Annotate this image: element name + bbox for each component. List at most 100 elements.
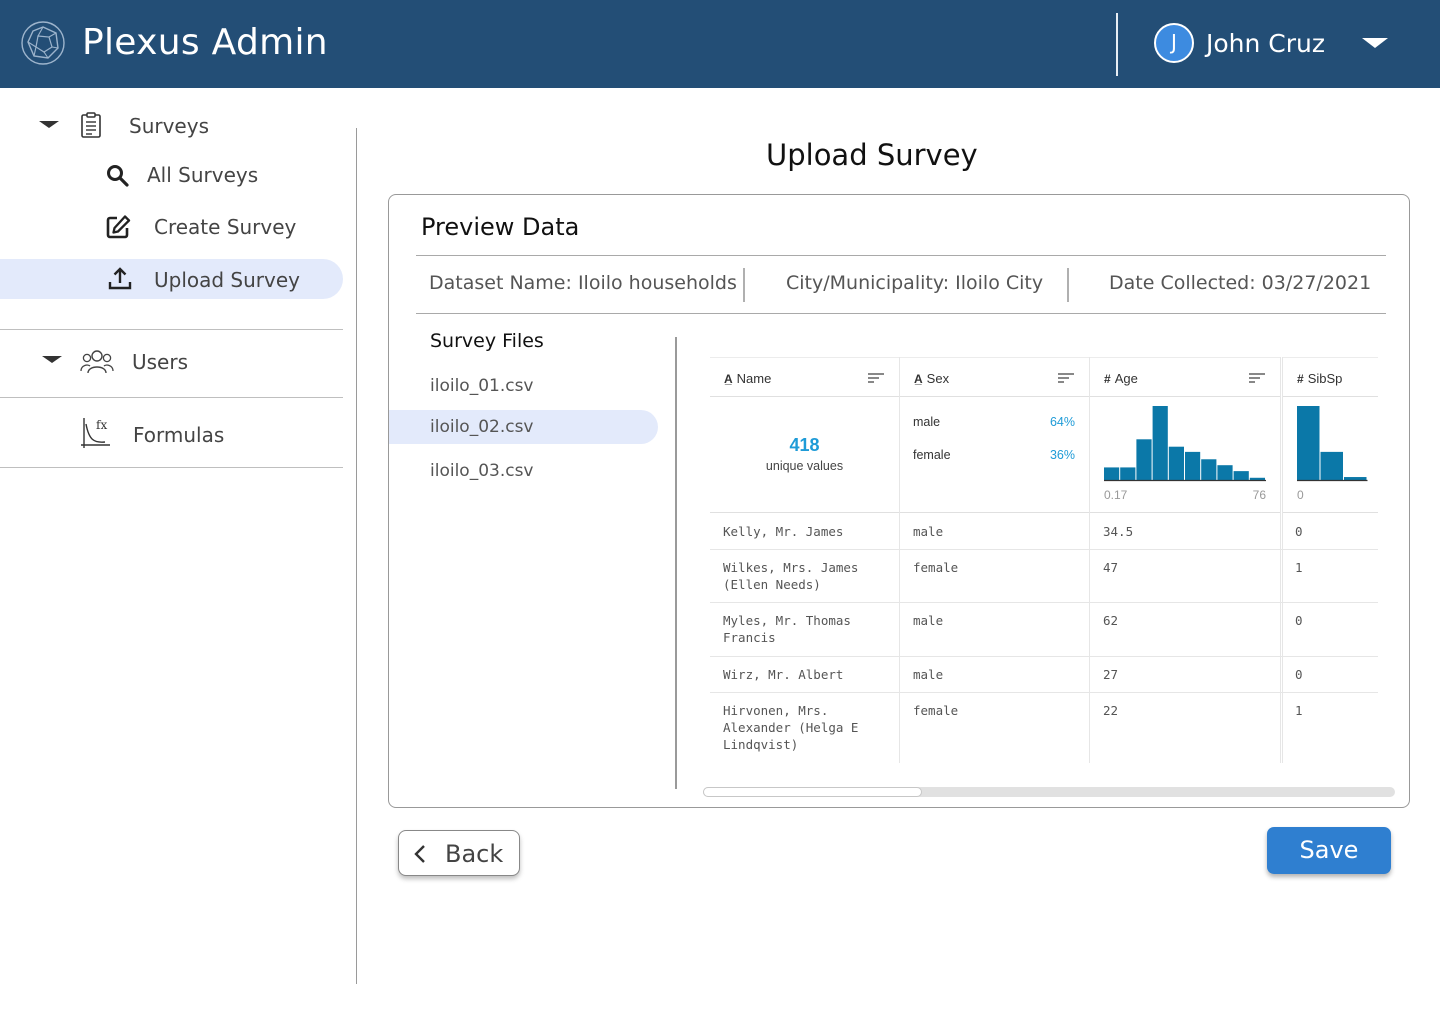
table-cell-age: 62 <box>1103 613 1119 628</box>
table-cell-age: 27 <box>1103 667 1119 682</box>
city-municipality: City/Municipality: Iloilo City <box>786 272 1044 294</box>
sort-icon[interactable] <box>868 372 884 384</box>
sibsp-histogram <box>1297 406 1368 482</box>
table-cell-sibsp: 1 <box>1295 703 1303 718</box>
table-cell-sex: male <box>913 524 944 539</box>
table-cell-age: 47 <box>1103 560 1119 575</box>
back-button[interactable]: Back <box>398 830 520 876</box>
column-name: A̲ Name 418 unique values <box>710 357 900 763</box>
column-header[interactable]: # SibSp <box>1283 357 1378 397</box>
meta-separator <box>1067 268 1069 302</box>
histogram-min: 0.17 <box>1104 488 1128 502</box>
data-preview-table: A̲ Name 418 unique values A̲ Sex male 64% … <box>710 357 1378 763</box>
users-icon <box>80 350 114 374</box>
column-age: # Age 0.17 76 <box>1090 357 1281 763</box>
table-cell-sibsp: 0 <box>1295 613 1303 628</box>
table-cell-name: Wirz, Mr. Albert <box>723 667 844 682</box>
formula-icon: fx <box>81 418 110 448</box>
file-item[interactable]: iloilo_01.csv <box>430 376 534 396</box>
upload-icon <box>108 267 132 290</box>
histogram-bar <box>1120 467 1136 480</box>
number-type-icon: # <box>1104 372 1111 386</box>
surveys-collapse-caret-icon[interactable] <box>39 121 59 128</box>
text-type-icon: A̲ <box>724 372 733 386</box>
histogram-bar <box>1201 459 1217 480</box>
sidebar-divider <box>0 467 343 468</box>
column-sibsp: # SibSp 0 <box>1282 357 1378 763</box>
unique-count: 418 <box>789 435 820 455</box>
table-cell-sex: female <box>913 560 959 575</box>
table-cell-name: Kelly, Mr. James <box>723 524 844 539</box>
category-label: male <box>913 415 941 429</box>
users-collapse-caret-icon[interactable] <box>42 356 62 363</box>
histogram-bar <box>1136 439 1152 480</box>
table-cell-sex: male <box>913 667 944 682</box>
text-type-icon: A̲ <box>914 372 923 386</box>
sort-icon[interactable] <box>1058 372 1074 384</box>
meta-separator <box>743 268 745 302</box>
save-button-label: Save <box>1299 836 1359 864</box>
chevron-left-icon <box>414 845 425 863</box>
table-row-divider <box>710 549 1378 550</box>
sidebar-item-upload-survey[interactable]: Upload Survey <box>154 268 301 292</box>
save-button[interactable]: Save <box>1267 827 1391 874</box>
category-percent: 64% <box>1049 415 1075 429</box>
column-summary: 0 <box>1283 397 1378 513</box>
column-title: Sex <box>926 371 950 386</box>
sidebar-active-highlight <box>0 259 343 299</box>
files-divider <box>675 337 677 789</box>
sidebar-item-formulas[interactable]: Formulas <box>133 423 225 447</box>
table-cell-name: Myles, Mr. Thomas Francis <box>723 613 851 645</box>
category-percent: 36% <box>1049 448 1075 462</box>
card-title: Preview Data <box>421 213 580 241</box>
histogram-bar <box>1320 451 1343 480</box>
sidebar-item-users[interactable]: Users <box>132 350 189 374</box>
column-header-label: A̲ Name <box>724 371 771 386</box>
edit-icon <box>106 215 131 239</box>
table-cell-sibsp: 0 <box>1295 667 1303 682</box>
age-histogram <box>1104 406 1266 482</box>
back-button-label: Back <box>445 840 504 868</box>
sidebar-item-surveys[interactable]: Surveys <box>129 114 209 138</box>
file-item[interactable]: iloilo_03.csv <box>430 461 534 481</box>
dodecahedron-logo-icon <box>21 21 65 65</box>
histogram-bar <box>1344 477 1367 480</box>
column-header[interactable]: A̲ Sex <box>900 357 1089 397</box>
table-cell-age: 22 <box>1103 703 1119 718</box>
survey-files-title: Survey Files <box>430 330 544 352</box>
file-item[interactable]: iloilo_02.csv <box>430 417 534 437</box>
histogram-max: 76 <box>1252 488 1266 502</box>
app-title: Plexus Admin <box>82 22 328 63</box>
page-title: Upload Survey <box>766 138 978 172</box>
number-type-icon: # <box>1297 372 1304 386</box>
header-divider <box>1116 13 1118 76</box>
column-header[interactable]: # Age <box>1090 357 1280 397</box>
horizontal-scrollbar-track[interactable] <box>703 787 1395 797</box>
histogram-bar <box>1233 471 1249 480</box>
sidebar-item-create-survey[interactable]: Create Survey <box>154 215 297 239</box>
sidebar-border <box>356 128 357 984</box>
table-row-divider <box>710 602 1378 603</box>
category-label: female <box>913 448 951 462</box>
histogram-bar <box>1152 406 1168 480</box>
table-cell-sex: male <box>913 613 944 628</box>
horizontal-scrollbar-thumb[interactable] <box>703 787 922 797</box>
column-header-label: A̲ Sex <box>914 371 949 386</box>
card-divider <box>416 313 1386 314</box>
user-menu-chevron-down-icon[interactable] <box>1362 38 1388 48</box>
histogram-bar <box>1249 477 1265 480</box>
table-cell-sibsp: 0 <box>1295 524 1303 539</box>
user-name[interactable]: John Cruz <box>1206 29 1326 58</box>
sort-icon[interactable] <box>1249 372 1265 384</box>
file-active-highlight <box>389 410 658 444</box>
column-header-label: # SibSp <box>1297 371 1342 386</box>
column-header[interactable]: A̲ Name <box>710 357 899 397</box>
table-row-divider <box>710 692 1378 693</box>
card-divider <box>416 255 1386 256</box>
sidebar-item-all-surveys[interactable]: All Surveys <box>147 163 259 187</box>
table-cell-sibsp: 1 <box>1295 560 1303 575</box>
histogram-bar <box>1217 465 1233 480</box>
clipboard-icon <box>81 112 101 138</box>
column-header-label: # Age <box>1104 371 1138 386</box>
avatar[interactable]: J <box>1154 23 1194 63</box>
